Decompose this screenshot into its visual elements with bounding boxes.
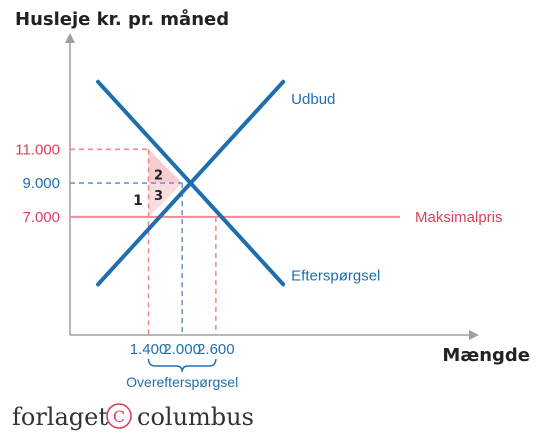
supply-label: Udbud [291,91,335,108]
x-tick-label: 1.400 [130,341,168,358]
y-tick-label: 7.000 [22,209,60,226]
y-tick-label: 11.000 [15,141,60,158]
area-label-3: 3 [154,189,163,204]
copyright-logo-icon [106,403,132,429]
x-axis-label: Mængde [442,345,530,366]
x-tick-label: 2.000 [163,341,201,358]
price-ceiling-label: Maksimalpris [415,209,503,226]
y-tick-label: 9.000 [22,175,60,192]
chart-title: Husleje kr. pr. måned [15,8,229,30]
brand-symbol: C [113,407,125,426]
demand-curve [96,79,286,287]
demand-label: Efterspørgsel [291,267,380,284]
curves [70,79,400,287]
shortage-label: Overefterspørgsel [126,374,238,390]
shortage-brace [147,358,217,373]
x-tick-label: 2.600 [197,341,235,358]
area-label-2: 2 [154,169,163,184]
brand-right: columbus [137,403,254,431]
area-2-shape [148,149,183,184]
labels: Udbud Efterspørgsel Maksimalpris 11.000 9.00… [15,91,502,358]
area-label-1: 1 [133,193,143,209]
area-3-shape [148,183,183,217]
brand-left: forlaget [12,403,108,431]
guide-lines [70,148,217,335]
